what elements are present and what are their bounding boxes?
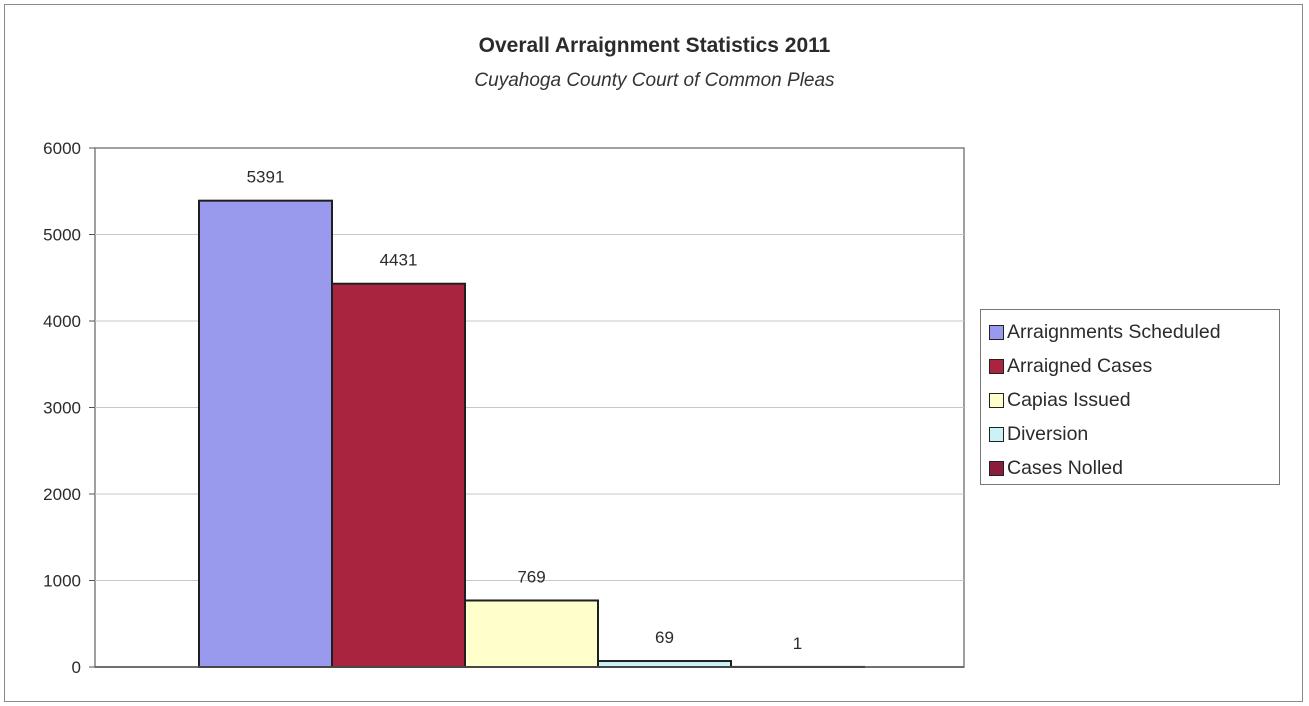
legend-label: Arraigned Cases: [1007, 354, 1153, 377]
bar: [198, 199, 333, 668]
y-tick-label: 2000: [43, 485, 81, 504]
chart-title: Overall Arraignment Statistics 2011: [478, 34, 831, 57]
legend-swatch: [989, 324, 1004, 340]
legend-label: Arraignments Scheduled: [1007, 320, 1221, 343]
legend-swatch: [989, 426, 1004, 442]
legend-label: Cases Nolled: [1007, 456, 1123, 479]
y-tick-label: 3000: [43, 399, 81, 418]
bar: [464, 599, 599, 669]
y-tick-label: 6000: [43, 139, 81, 158]
legend-swatch: [989, 358, 1004, 374]
bar-data-label: 769: [517, 567, 545, 586]
legend-item: Arraigned Cases: [989, 349, 1279, 383]
legend-swatch: [989, 460, 1004, 476]
legend: Arraignments Scheduled Arraigned Cases C…: [980, 309, 1280, 485]
bar: [597, 660, 732, 668]
bar-data-label: 1: [793, 634, 802, 653]
bar-data-label: 69: [655, 628, 674, 647]
legend-swatch: [989, 392, 1004, 408]
y-tick-label: 5000: [43, 226, 81, 245]
bar-data-label: 5391: [247, 168, 285, 187]
y-tick-label: 4000: [43, 312, 81, 331]
bar-data-label: 4431: [380, 251, 418, 270]
bar: [331, 282, 466, 668]
legend-item: Capias Issued: [989, 383, 1279, 417]
legend-item: Diversion: [989, 417, 1279, 451]
legend-item: Cases Nolled: [989, 451, 1279, 485]
legend-item: Arraignments Scheduled: [989, 315, 1279, 349]
chart-subtitle: Cuyahoga County Court of Common Pleas: [474, 70, 835, 91]
y-tick-label: 1000: [43, 572, 81, 591]
legend-label: Capias Issued: [1007, 388, 1131, 411]
y-tick-label: 0: [72, 658, 81, 677]
legend-label: Diversion: [1007, 422, 1089, 445]
